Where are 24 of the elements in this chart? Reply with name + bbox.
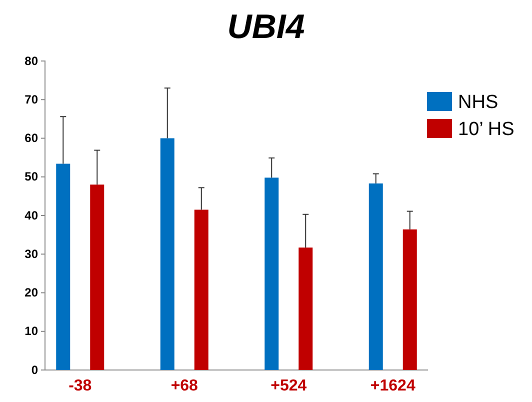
y-tick-label: 60	[24, 131, 38, 146]
y-tick-label: 0	[31, 362, 38, 377]
y-tick-label: 10	[24, 324, 38, 338]
x-tick-label: +68	[170, 377, 198, 394]
y-tick-label: 50	[24, 170, 38, 184]
x-tick-label: +1624	[370, 377, 416, 394]
bar	[264, 178, 279, 370]
y-tick-label: 70	[24, 92, 38, 106]
y-tick-label: 40	[24, 208, 38, 222]
bar	[402, 229, 417, 370]
bar	[194, 210, 208, 370]
bar	[160, 138, 174, 370]
x-tick-label: -38	[68, 377, 92, 394]
x-tick-label: +524	[270, 377, 307, 394]
legend-label: NHS	[458, 92, 498, 113]
y-tick-label: 80	[24, 54, 38, 68]
bar	[368, 183, 383, 370]
legend-label: 10’ HS	[458, 119, 514, 140]
y-tick-label: 30	[24, 246, 38, 261]
chart-title: UBI4	[227, 8, 305, 46]
y-tick-label: 20	[24, 286, 38, 300]
bar	[56, 164, 70, 370]
bar	[298, 248, 313, 370]
bar	[90, 184, 104, 370]
